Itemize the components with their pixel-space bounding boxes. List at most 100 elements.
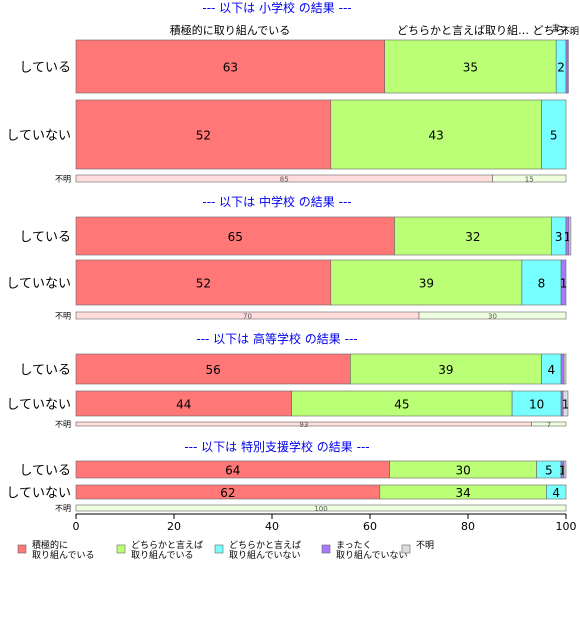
bar-segment — [330, 259, 523, 306]
data-label: 52 — [196, 277, 211, 291]
legend-label: どちらかと言えば — [131, 539, 203, 551]
data-label: 8 — [538, 277, 546, 291]
legend-swatch — [214, 544, 224, 554]
data-label: 34 — [455, 486, 470, 500]
bar-segment — [75, 259, 332, 306]
data-label: 45 — [394, 398, 409, 412]
bar-segment — [75, 39, 386, 94]
data-label: 44 — [176, 398, 191, 412]
legend-label: 取り組んでいる — [32, 549, 95, 561]
x-tick-label: 40 — [265, 520, 279, 533]
bar-segment — [75, 504, 567, 512]
bar-segment — [568, 216, 572, 256]
bar-segment — [75, 99, 332, 170]
legend-label: 取り組んでいない — [229, 549, 301, 561]
data-label: 85 — [280, 176, 289, 184]
row-label: していない — [6, 398, 71, 413]
data-label: 39 — [419, 277, 434, 291]
legend-label: まったく — [336, 540, 372, 551]
data-label: 100 — [314, 505, 327, 513]
legend-swatch — [321, 544, 331, 554]
bar-segment — [75, 390, 292, 417]
bar-segment — [531, 421, 567, 427]
data-label: 1 — [560, 277, 568, 291]
row-label: していない — [6, 129, 71, 144]
row-label: している — [19, 61, 71, 76]
data-label: 7 — [547, 421, 551, 429]
bar-segment — [562, 390, 569, 417]
data-label: 1 — [564, 230, 572, 244]
legend-swatch — [401, 544, 411, 554]
top-label-somewhat: どちらかと言えば取り組… どちら… — [397, 24, 577, 37]
x-tick-label: 60 — [363, 520, 377, 533]
bar-segment — [75, 353, 351, 385]
row-label: している — [19, 464, 71, 479]
row-label: していない — [6, 277, 71, 292]
legend-label: 取り組んでいない — [336, 549, 408, 561]
data-label: 10 — [529, 398, 544, 412]
data-label: 62 — [220, 486, 235, 500]
bar-segment — [521, 259, 562, 306]
data-label: 3 — [555, 230, 563, 244]
data-label: 56 — [206, 363, 221, 377]
data-label: 93 — [299, 421, 308, 429]
x-tick-label: 80 — [461, 520, 475, 533]
bar-segment — [75, 216, 395, 256]
bar-segment — [541, 99, 567, 170]
bar-segment — [560, 353, 565, 385]
data-label: 30 — [455, 464, 470, 478]
data-label: 65 — [228, 230, 243, 244]
data-label: 4 — [547, 363, 555, 377]
legend-label: 取り組んでいる — [131, 549, 194, 561]
legend-swatch — [17, 544, 27, 554]
top-label-unknown: 不明 — [561, 26, 579, 37]
group-title: --- 以下は 高等学校 の結果 --- — [196, 331, 357, 346]
row-label: している — [19, 230, 71, 245]
legend-label: 不明 — [416, 540, 434, 551]
bar-segment — [492, 174, 567, 183]
data-label: 2 — [557, 61, 565, 75]
data-label: 32 — [465, 230, 480, 244]
legend-label: どちらかと言えば — [229, 539, 301, 551]
data-label: 30 — [488, 313, 497, 321]
data-label: 1 — [562, 398, 570, 412]
bar-segment — [563, 353, 567, 385]
row-label: 不明 — [55, 312, 71, 321]
bar-segment — [560, 259, 567, 306]
bar-segment — [563, 460, 567, 479]
bar-segment — [546, 484, 567, 500]
data-label: 52 — [196, 129, 211, 143]
data-label: 64 — [225, 464, 240, 478]
top-label-active: 積極的に取り組んでいる — [170, 23, 290, 37]
data-label: 39 — [438, 363, 453, 377]
data-label: 5 — [550, 129, 558, 143]
group-title: --- 以下は 特別支援学校 の結果 --- — [184, 439, 369, 454]
x-tick-label: 20 — [167, 520, 181, 533]
data-label: 43 — [429, 129, 444, 143]
top-label-none: まっ — [551, 23, 569, 34]
bar-segment — [330, 99, 542, 170]
row-label: していない — [6, 486, 71, 501]
x-tick-label: 0 — [73, 520, 80, 533]
data-label: 1 — [559, 464, 567, 478]
bar-segment — [418, 311, 567, 320]
data-label: 4 — [552, 486, 560, 500]
group-title: --- 以下は 中学校 の結果 --- — [202, 194, 351, 209]
data-label: 5 — [545, 464, 553, 478]
bar-segment — [291, 390, 513, 417]
data-label: 15 — [525, 176, 534, 184]
data-label: 70 — [243, 313, 252, 321]
row-label: 不明 — [55, 504, 71, 513]
data-label: 35 — [463, 61, 478, 75]
row-label: している — [19, 363, 71, 378]
group-title: --- 以下は 小学校 の結果 --- — [202, 0, 351, 15]
legend-swatch — [116, 544, 126, 554]
row-label: 不明 — [55, 175, 71, 184]
bar-segment — [567, 39, 569, 94]
row-label: 不明 — [55, 420, 71, 429]
x-tick-label: 100 — [556, 520, 577, 533]
bar-segment — [384, 39, 557, 94]
data-label: 63 — [223, 61, 238, 75]
legend-label: 積極的に — [32, 539, 68, 551]
